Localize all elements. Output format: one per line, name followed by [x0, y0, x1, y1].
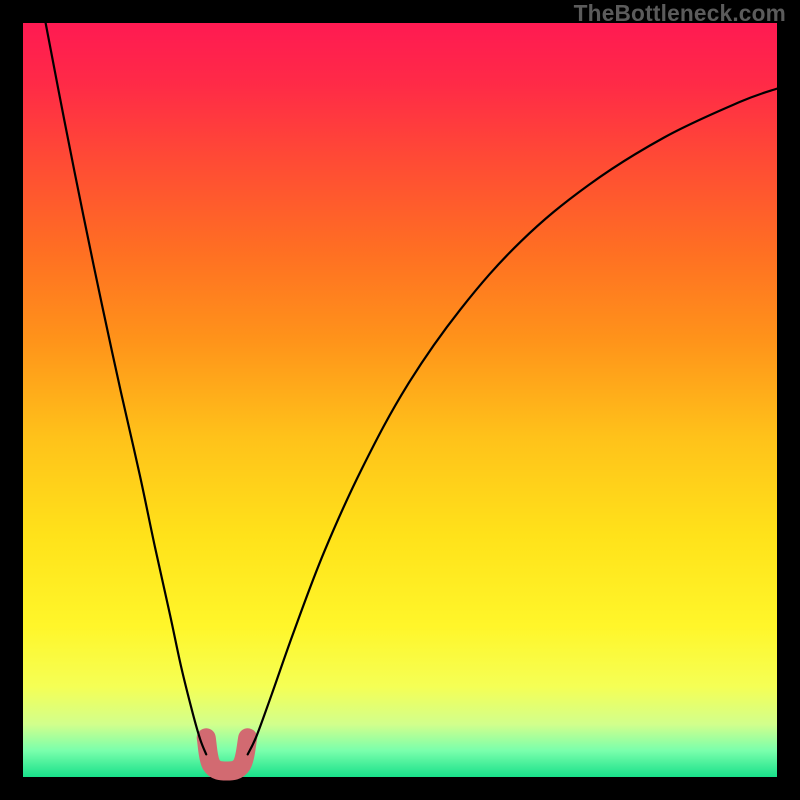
chart-root: TheBottleneck.com [0, 0, 800, 800]
watermark-text: TheBottleneck.com [574, 0, 786, 27]
gradient-background [23, 23, 777, 777]
bottleneck-chart [0, 0, 800, 800]
